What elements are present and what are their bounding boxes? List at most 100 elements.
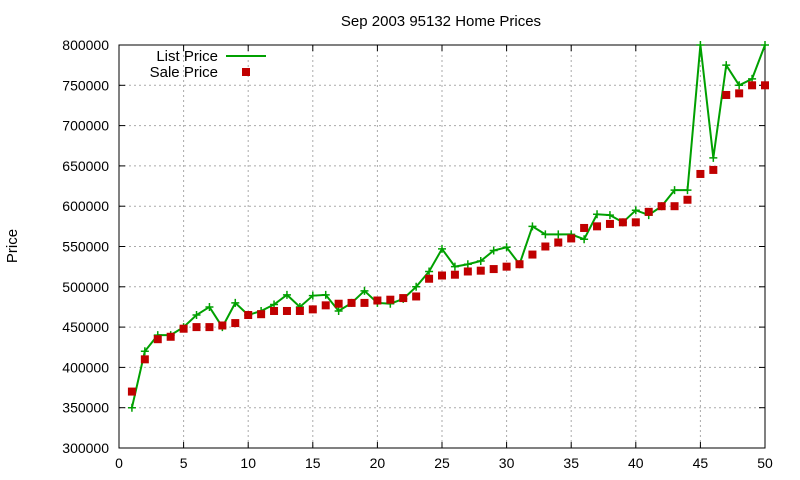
sale-price-point [515, 260, 524, 269]
list-price-point [425, 267, 434, 276]
x-tick-label: 45 [693, 455, 709, 471]
x-tick-label: 40 [628, 455, 644, 471]
sale-price-point [593, 222, 602, 231]
list-price-point [334, 306, 343, 315]
list-price-point [127, 403, 136, 412]
sale-price-point [192, 323, 201, 332]
sale-price-point [166, 332, 175, 341]
sale-price-point [231, 319, 240, 328]
sale-price-point [127, 387, 136, 396]
sale-price-point [386, 295, 395, 304]
sale-price-point [334, 299, 343, 308]
sale-price-point [373, 296, 382, 305]
list-price-point [541, 230, 550, 239]
sale-price-point [618, 218, 627, 227]
x-tick-label: 0 [115, 455, 123, 471]
list-price-point [735, 81, 744, 90]
series-1 [127, 81, 769, 396]
list-price-point [140, 347, 149, 356]
y-axis-label: Price [4, 229, 21, 263]
sale-price-point [502, 262, 511, 271]
chart-title: Sep 2003 95132 Home Prices [341, 13, 541, 30]
sale-price-point [347, 298, 356, 307]
sale-price-point [683, 195, 692, 204]
list-price-point [438, 244, 446, 253]
sale-price-point [140, 355, 149, 364]
sale-price-point [489, 265, 498, 274]
x-tick-label: 20 [370, 455, 386, 471]
sale-price-point [463, 267, 472, 276]
list-price-point [321, 290, 330, 299]
list-price-point [605, 211, 614, 220]
sale-price-point [399, 294, 408, 303]
list-price-line [130, 44, 766, 408]
x-tick-label: 50 [757, 455, 773, 471]
sale-price-point [541, 242, 550, 251]
legend: List Price Sale Price [150, 48, 266, 81]
sale-price-point [696, 169, 705, 178]
sale-price-point [554, 238, 563, 247]
list-price-point [489, 246, 498, 255]
y-tick-label: 300000 [62, 440, 109, 456]
sale-price-point [709, 165, 718, 174]
axis-ticks: 0 5 10 15 20 25 30 35 40 45 50 300000 350000 400000 45… [62, 37, 773, 471]
list-price-point [580, 235, 589, 244]
list-price-point [683, 186, 692, 195]
series-layer [127, 41, 769, 412]
series-0 [127, 41, 769, 412]
list-price-point [205, 302, 214, 311]
sale-price-point [321, 301, 330, 310]
x-tick-label: 25 [434, 455, 450, 471]
sale-price-point [567, 234, 576, 243]
sale-price-point [438, 271, 446, 280]
legend-label-sale-price: Sale Price [150, 64, 218, 81]
sale-price-point [528, 250, 537, 259]
sale-price-point [425, 274, 434, 283]
list-price-point [282, 290, 291, 299]
y-tick-label: 450000 [62, 319, 109, 335]
sale-price-point [282, 306, 291, 315]
sale-price-point [205, 323, 214, 332]
sale-price-point [631, 218, 640, 227]
y-tick-label: 750000 [62, 77, 109, 93]
sale-price-point [605, 219, 614, 228]
grid-lines [119, 45, 765, 448]
sale-price-point [761, 81, 769, 90]
x-tick-label: 15 [305, 455, 321, 471]
x-tick-label: 5 [180, 455, 188, 471]
list-price-point [308, 291, 317, 300]
list-price-point [502, 243, 511, 252]
sale-price-point [450, 270, 459, 279]
list-price-point [528, 222, 537, 231]
plot-frame [118, 44, 766, 449]
sale-price-point [670, 202, 679, 211]
x-tick-label: 10 [240, 455, 256, 471]
y-tick-label: 500000 [62, 279, 109, 295]
sale-price-point [308, 305, 317, 314]
list-price-point [709, 153, 718, 162]
x-tick-label: 35 [563, 455, 579, 471]
x-tick-label: 30 [499, 455, 515, 471]
list-price-point [231, 298, 240, 307]
list-price-point [722, 61, 731, 70]
sale-price-point [257, 310, 266, 319]
list-price-point [554, 230, 563, 239]
sale-price-point [722, 90, 731, 99]
list-price-point [631, 206, 640, 215]
legend-swatch-sale-price [242, 68, 250, 76]
sale-price-point [657, 202, 666, 211]
sale-price-point [644, 207, 653, 216]
sale-price-point [218, 321, 227, 330]
sale-price-point [270, 306, 279, 315]
list-price-point [192, 311, 201, 320]
list-price-point [696, 41, 705, 49]
sale-price-point [412, 292, 421, 301]
sale-price-point [476, 266, 485, 275]
list-price-point [593, 210, 602, 219]
list-price-point [670, 186, 679, 195]
sale-price-point [735, 89, 744, 98]
y-tick-label: 600000 [62, 198, 109, 214]
sale-price-point [360, 298, 369, 307]
list-price-point [360, 286, 369, 295]
